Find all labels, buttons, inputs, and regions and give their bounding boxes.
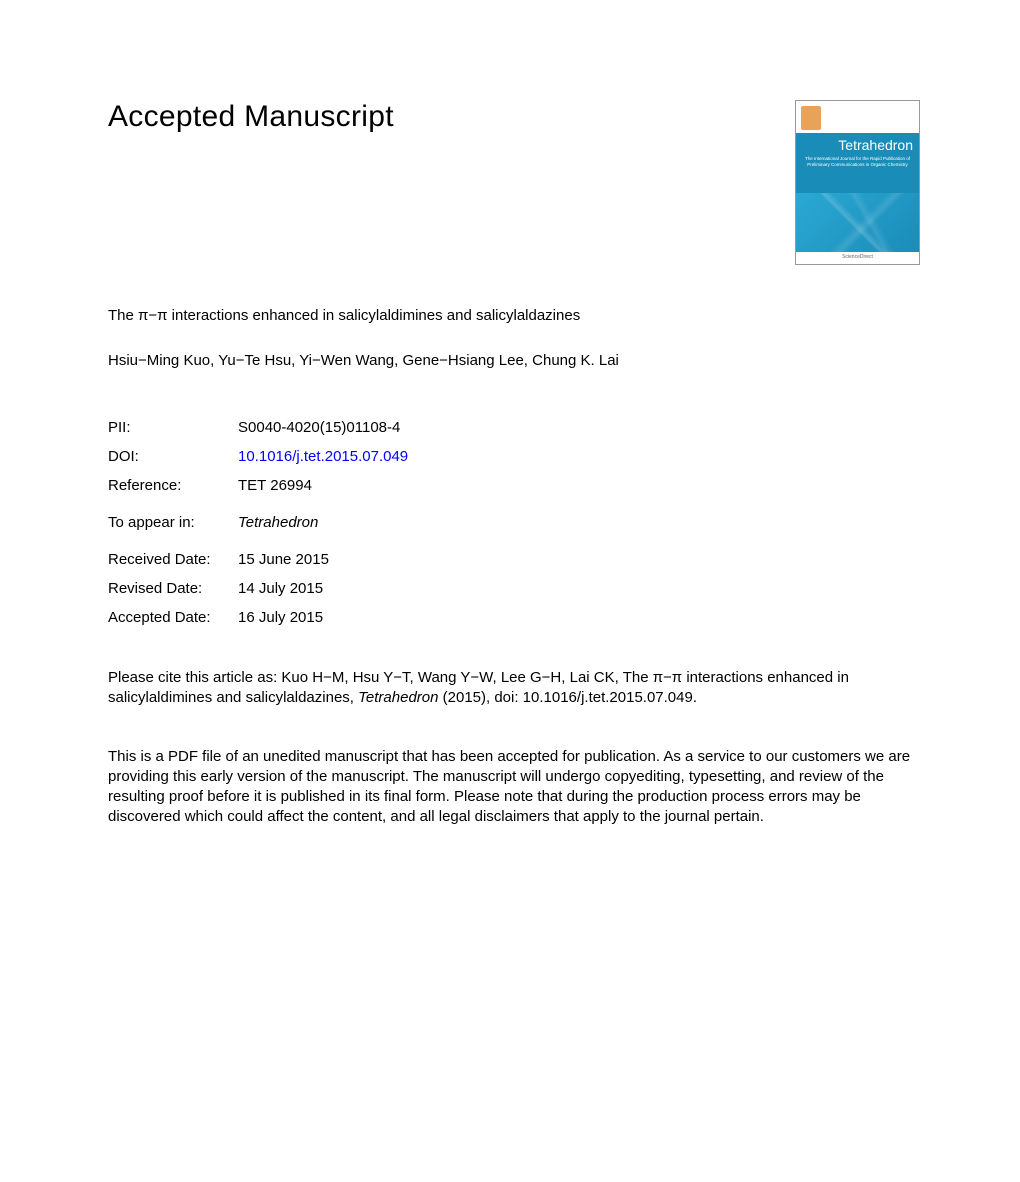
meta-label-received: Received Date: (108, 551, 238, 568)
meta-value-doi[interactable]: 10.1016/j.tet.2015.07.049 (238, 448, 920, 465)
meta-label-pii: PII: (108, 419, 238, 436)
meta-value-received: 15 June 2015 (238, 551, 920, 568)
header-container: Accepted Manuscript Tetrahedron The Inte… (108, 100, 920, 265)
main-heading: Accepted Manuscript (108, 100, 394, 134)
meta-row-doi: DOI: 10.1016/j.tet.2015.07.049 (108, 448, 920, 465)
meta-value-appear: Tetrahedron (238, 514, 920, 531)
citation-block: Please cite this article as: Kuo H−M, Hs… (108, 668, 920, 709)
meta-label-revised: Revised Date: (108, 580, 238, 597)
cover-subtitle-line1: The International Journal for the Rapid … (802, 156, 913, 162)
disclaimer-text: This is a PDF file of an unedited manusc… (108, 747, 920, 828)
meta-value-accepted: 16 July 2015 (238, 609, 920, 626)
cover-body-graphic (796, 193, 919, 252)
meta-value-pii: S0040-4020(15)01108-4 (238, 419, 920, 436)
metadata-table: PII: S0040-4020(15)01108-4 DOI: 10.1016/… (108, 419, 920, 626)
meta-label-reference: Reference: (108, 477, 238, 494)
citation-journal: Tetrahedron (358, 689, 438, 706)
cover-journal-name: Tetrahedron (802, 137, 913, 153)
citation-suffix: (2015), doi: 10.1016/j.tet.2015.07.049. (438, 689, 697, 706)
meta-row-accepted: Accepted Date: 16 July 2015 (108, 609, 920, 626)
cover-title-band: Tetrahedron The International Journal fo… (796, 133, 919, 193)
meta-value-revised: 14 July 2015 (238, 580, 920, 597)
meta-row-appear: To appear in: Tetrahedron (108, 514, 920, 531)
meta-row-pii: PII: S0040-4020(15)01108-4 (108, 419, 920, 436)
meta-row-revised: Revised Date: 14 July 2015 (108, 580, 920, 597)
meta-label-doi: DOI: (108, 448, 238, 465)
meta-label-appear: To appear in: (108, 514, 238, 531)
cover-subtitle-line2: Preliminary Communications in Organic Ch… (802, 162, 913, 168)
meta-row-reference: Reference: TET 26994 (108, 477, 920, 494)
article-title: The π−π interactions enhanced in salicyl… (108, 305, 920, 326)
meta-label-accepted: Accepted Date: (108, 609, 238, 626)
meta-value-reference: TET 26994 (238, 477, 920, 494)
cover-footer: ScienceDirect (796, 252, 919, 264)
article-authors: Hsiu−Ming Kuo, Yu−Te Hsu, Yi−Wen Wang, G… (108, 350, 920, 371)
publisher-logo-icon (801, 106, 821, 130)
meta-row-received: Received Date: 15 June 2015 (108, 551, 920, 568)
journal-cover: Tetrahedron The International Journal fo… (795, 100, 920, 265)
